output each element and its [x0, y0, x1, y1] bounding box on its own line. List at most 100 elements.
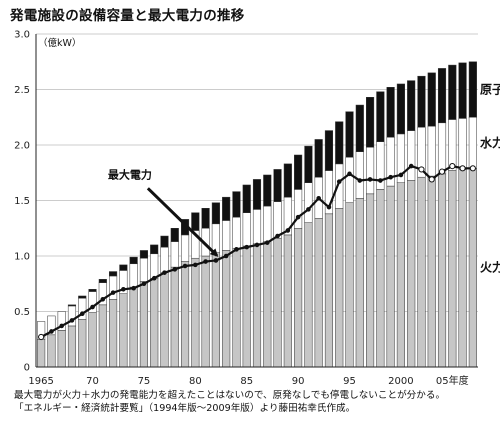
bar-segment: [335, 121, 344, 165]
bar-segment: [170, 228, 179, 242]
peak-demand-point: [469, 165, 476, 172]
x-tick-label: 05年度: [436, 374, 469, 387]
y-tick-label: 2.5: [14, 85, 30, 96]
peak-demand-point: [326, 204, 332, 210]
bar-segment: [407, 80, 416, 131]
bar-segment: [324, 213, 334, 368]
bar-segment: [150, 277, 159, 368]
peak-demand-point: [295, 214, 301, 220]
bar-segment: [222, 250, 231, 368]
bar-segment: [263, 205, 272, 242]
peak-demand-point: [316, 195, 321, 201]
peak-demand-point: [275, 233, 280, 239]
bar-segment: [232, 247, 241, 368]
bar-segment: [458, 62, 467, 119]
bar-segment: [78, 295, 87, 299]
bar-segment: [468, 61, 477, 118]
peak-demand-point: [141, 281, 147, 287]
bar-segment: [201, 208, 210, 229]
bar-segment: [211, 223, 220, 253]
bar-segment: [170, 266, 179, 368]
peak-demand-point: [398, 172, 404, 178]
bar-segment: [160, 272, 169, 368]
bar-segment: [427, 72, 436, 127]
bar-segment: [396, 83, 405, 135]
bar-segment: [448, 64, 457, 120]
bar-segment: [180, 261, 190, 368]
peak-demand-point: [367, 177, 373, 182]
bar-segment: [139, 281, 148, 368]
bar-segment: [232, 216, 241, 249]
bar-segment: [211, 252, 220, 368]
peak-demand-point: [408, 163, 414, 169]
bar-segment: [109, 275, 118, 300]
bar-segment: [150, 253, 159, 279]
peak-demand-point: [347, 171, 352, 177]
peak-demand-point: [306, 207, 311, 212]
bar-segment: [67, 325, 77, 368]
peak-demand-point: [172, 267, 178, 272]
bar-segment: [222, 220, 231, 251]
bar-segment: [396, 182, 405, 368]
series-label: 原子力: [480, 82, 500, 97]
bar-segment: [283, 234, 292, 368]
bar-segment: [458, 169, 467, 368]
bar-segment: [437, 122, 447, 175]
bar-segment: [252, 209, 262, 245]
bar-segment: [407, 130, 416, 181]
bar-segment: [345, 111, 354, 158]
bar-segment: [37, 339, 46, 368]
peak-demand-point: [203, 259, 208, 264]
peak-demand-point: [131, 285, 136, 291]
series-label: 水力: [480, 135, 500, 150]
peak-demand-point: [428, 176, 435, 183]
peak-demand-point: [244, 244, 250, 250]
labels: 0 0.5 1.0 1.5 2.0 2.5 3.0 （億kW） 1965 70 75 80 85 90 95…: [14, 30, 500, 388]
bar-segment: [242, 212, 251, 247]
bar-segment: [366, 146, 375, 195]
y-tick-label: 0: [24, 363, 30, 374]
bar-segment: [129, 263, 138, 288]
bar-segment: [324, 130, 334, 171]
bar-segment: [335, 208, 344, 368]
bar-segment: [273, 201, 282, 239]
peak-demand-point: [223, 253, 229, 259]
peak-demand-point: [69, 318, 75, 323]
axes: [35, 34, 478, 368]
x-tick-label: 2000: [388, 376, 413, 387]
bar-segment: [47, 315, 56, 336]
peak-demand-point: [285, 228, 291, 233]
bar-segment: [355, 198, 364, 368]
bar-segment: [294, 189, 303, 229]
bar-segment: [252, 179, 262, 210]
peak-demand-point: [151, 275, 157, 281]
x-tick-label: 95: [343, 376, 356, 387]
peak-demand-point: [388, 174, 393, 180]
bar-segment: [376, 189, 385, 368]
chart: 0 0.5 1.0 1.5 2.0 2.5 3.0 （億kW） 1965 70 75 80 85 90 95…: [14, 30, 500, 388]
x-tick-label: 85: [240, 376, 253, 387]
bar-segment: [263, 241, 272, 368]
bar-segment: [119, 264, 128, 271]
bar-segment: [345, 156, 354, 203]
peak-demand-point: [418, 166, 425, 173]
bar-segment: [366, 97, 375, 148]
bar-segment: [222, 196, 231, 221]
bar-segment: [98, 279, 107, 283]
bar-segment: [304, 222, 313, 368]
peak-demand-point: [378, 178, 383, 183]
x-tick-label: 70: [86, 376, 99, 387]
bar-segment: [88, 289, 97, 292]
peak-demand-point: [59, 323, 64, 329]
bar-segment: [386, 185, 395, 368]
bar-segment: [252, 243, 262, 368]
peak-demand-point: [254, 242, 260, 248]
bar-segment: [129, 256, 138, 265]
peak-demand-point: [336, 179, 342, 184]
peak-demand-point: [162, 270, 167, 275]
series-label: 火力: [480, 260, 500, 275]
bar-segment: [376, 91, 385, 142]
bar-segment: [211, 202, 220, 225]
y-unit-label: （億kW）: [38, 37, 81, 49]
peak-demand-point: [357, 178, 363, 183]
